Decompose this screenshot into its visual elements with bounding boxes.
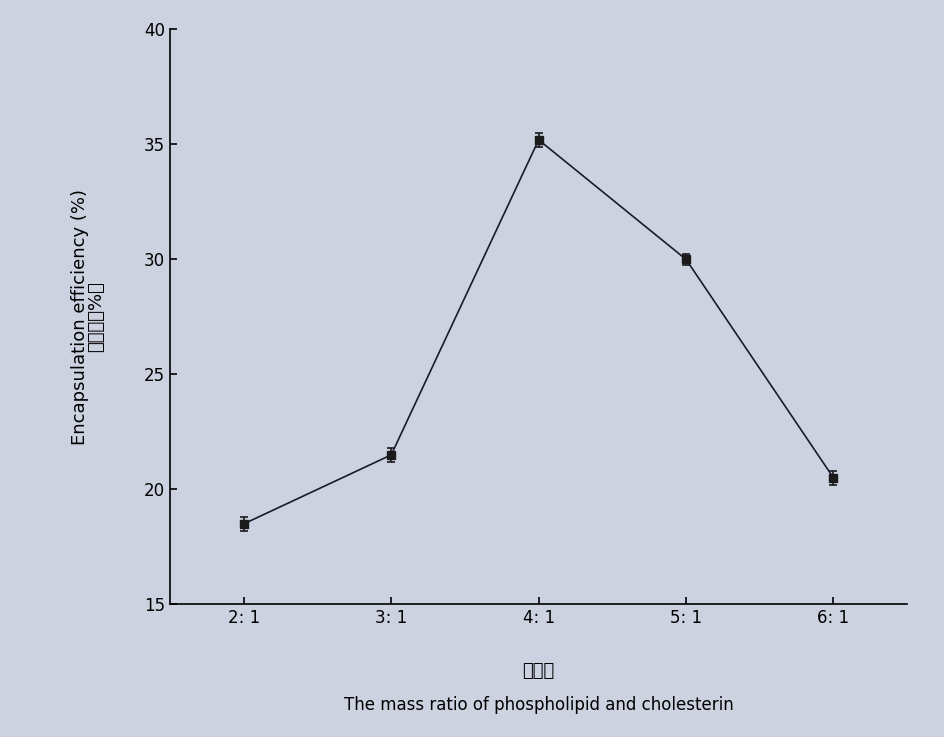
Y-axis label: Encapsulation efficiency (%): Encapsulation efficiency (%) — [71, 189, 89, 445]
Text: The mass ratio of phospholipid and cholesterin: The mass ratio of phospholipid and chole… — [344, 696, 733, 714]
Text: 包封率（%）: 包封率（%） — [87, 282, 106, 352]
Text: 卵胆比: 卵胆比 — [522, 662, 554, 680]
